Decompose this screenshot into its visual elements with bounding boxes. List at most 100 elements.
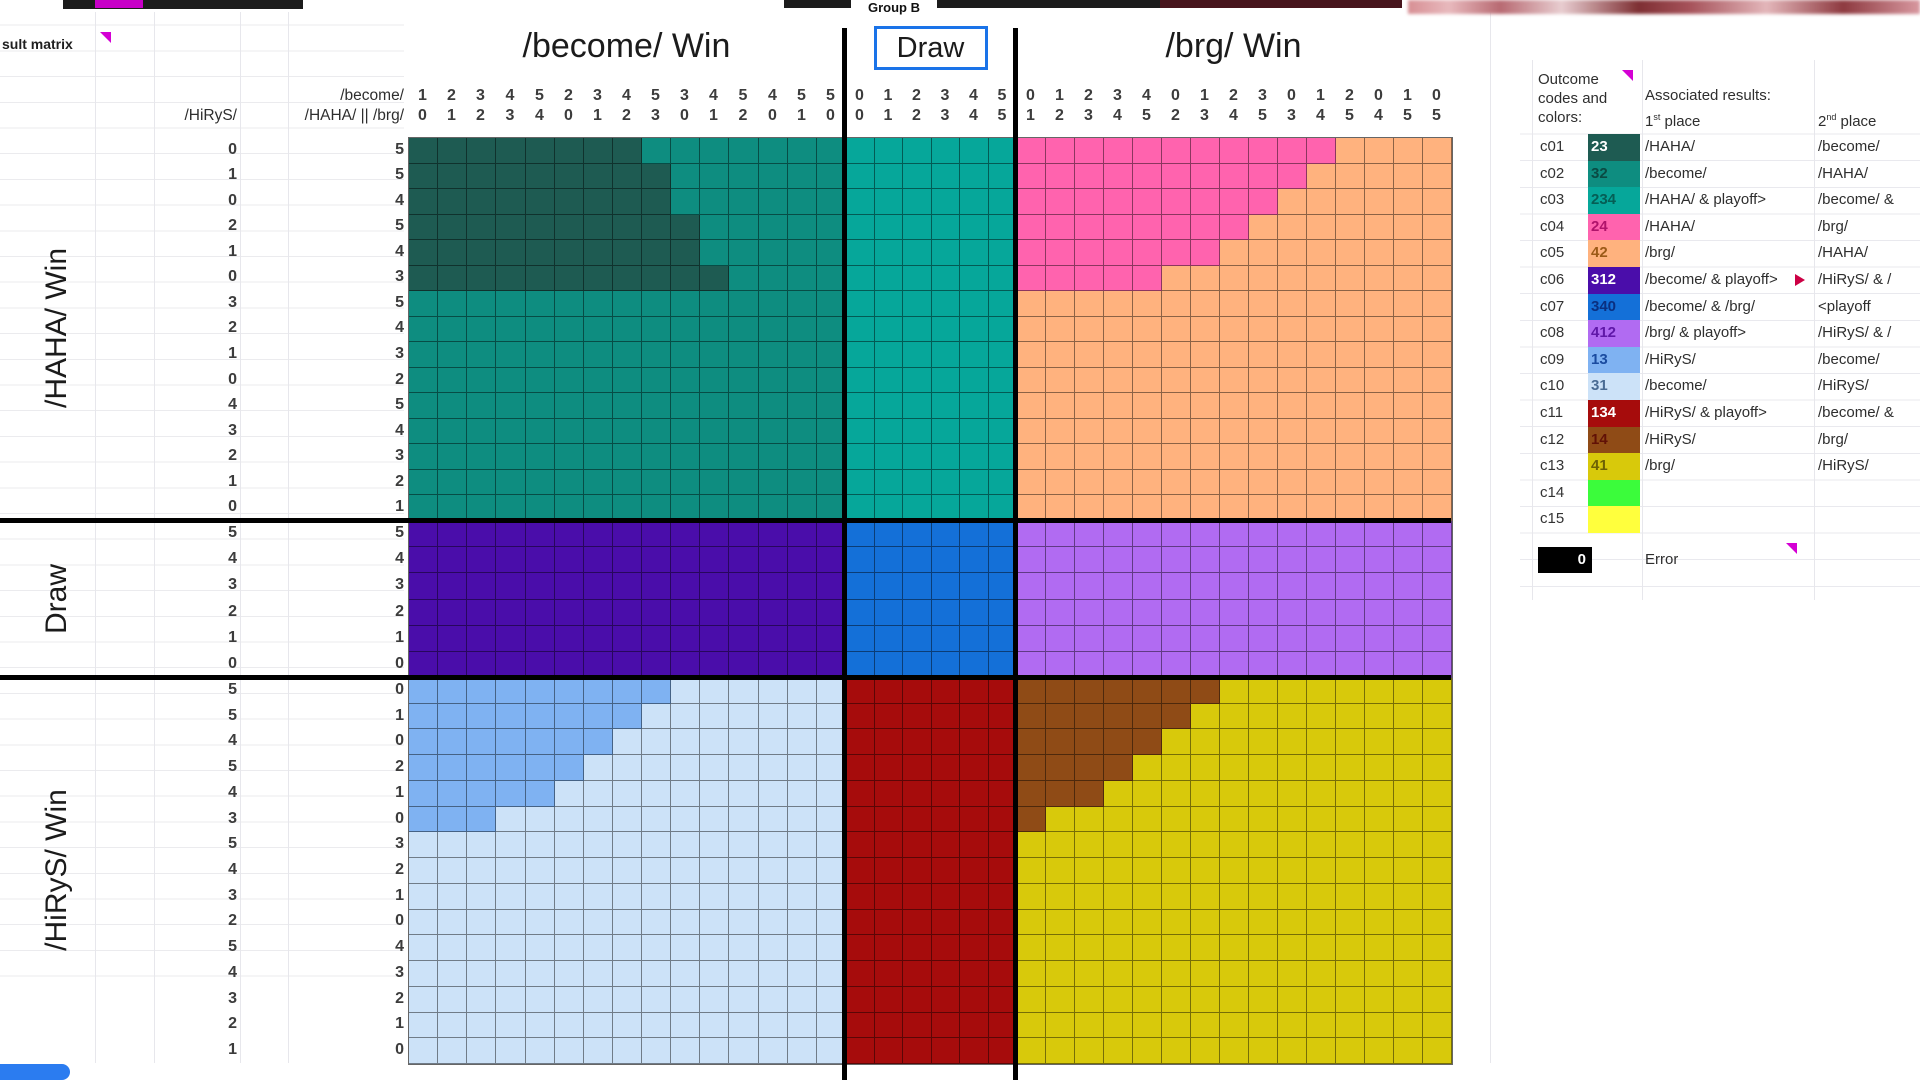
matrix-cell[interactable] (613, 164, 642, 189)
matrix-cell[interactable] (1104, 755, 1133, 781)
matrix-cell[interactable] (613, 1038, 642, 1064)
matrix-cell[interactable] (1162, 858, 1191, 884)
matrix-cell[interactable] (1249, 729, 1278, 755)
matrix-cell[interactable] (438, 444, 467, 470)
row-score-shared-cell[interactable]: 4 (395, 938, 404, 955)
matrix-cell[interactable] (496, 393, 526, 419)
matrix-cell[interactable] (1075, 781, 1104, 807)
matrix-cell[interactable] (1423, 910, 1452, 935)
matrix-cell[interactable] (932, 215, 960, 240)
matrix-cell[interactable] (496, 626, 526, 652)
col-score-bottom-cell[interactable]: 5 (1258, 107, 1267, 124)
matrix-cell[interactable] (1191, 240, 1220, 266)
col-score-top-cell[interactable]: 4 (1142, 87, 1151, 104)
matrix-cell[interactable] (1191, 342, 1220, 368)
legend-color-swatch[interactable]: 134 (1588, 400, 1640, 427)
matrix-cell[interactable] (1191, 1013, 1220, 1038)
matrix-cell[interactable] (1220, 573, 1249, 600)
matrix-cell[interactable] (1162, 884, 1191, 910)
matrix-cell[interactable] (729, 961, 759, 987)
matrix-cell[interactable] (932, 164, 960, 189)
matrix-cell[interactable] (555, 858, 584, 884)
matrix-cell[interactable] (1423, 1013, 1452, 1038)
matrix-cell[interactable] (409, 317, 438, 342)
matrix-cell[interactable] (1365, 393, 1394, 419)
matrix-cell[interactable] (671, 368, 700, 393)
matrix-cell[interactable] (1423, 470, 1452, 495)
matrix-cell[interactable] (1307, 910, 1336, 935)
matrix-cell[interactable] (875, 678, 903, 704)
matrix-cell[interactable] (700, 626, 729, 652)
matrix-cell[interactable] (1423, 240, 1452, 266)
matrix-cell[interactable] (613, 652, 642, 678)
matrix-cell[interactable] (1249, 884, 1278, 910)
matrix-cell[interactable] (1423, 935, 1452, 961)
matrix-cell[interactable] (467, 704, 496, 729)
matrix-cell[interactable] (584, 987, 613, 1013)
matrix-cell[interactable] (989, 291, 1017, 317)
matrix-cell[interactable] (671, 547, 700, 573)
matrix-cell[interactable] (409, 164, 438, 189)
col-score-bottom-cell[interactable]: 5 (1345, 107, 1354, 124)
matrix-cell[interactable] (613, 858, 642, 884)
matrix-cell[interactable] (1191, 884, 1220, 910)
matrix-cell[interactable] (671, 987, 700, 1013)
matrix-cell[interactable] (1249, 626, 1278, 652)
matrix-cell[interactable] (1249, 1038, 1278, 1064)
matrix-cell[interactable] (1249, 987, 1278, 1013)
matrix-cell[interactable] (409, 1013, 438, 1038)
matrix-cell[interactable] (875, 521, 903, 547)
matrix-cell[interactable] (700, 729, 729, 755)
matrix-cell[interactable] (1191, 266, 1220, 291)
matrix-cell[interactable] (526, 317, 555, 342)
matrix-cell[interactable] (1394, 573, 1423, 600)
matrix-cell[interactable] (1075, 987, 1104, 1013)
col-score-top-cell[interactable]: 5 (997, 87, 1007, 104)
matrix-cell[interactable] (467, 987, 496, 1013)
matrix-cell[interactable] (932, 600, 960, 626)
matrix-cell[interactable] (1162, 600, 1191, 626)
matrix-cell[interactable] (584, 1013, 613, 1038)
matrix-cell[interactable] (1075, 573, 1104, 600)
matrix-cell[interactable] (875, 573, 903, 600)
matrix-cell[interactable] (642, 393, 671, 419)
matrix-cell[interactable] (1423, 755, 1452, 781)
matrix-cell[interactable] (1365, 935, 1394, 961)
matrix-cell[interactable] (671, 521, 700, 547)
matrix-cell[interactable] (613, 138, 642, 164)
matrix-cell[interactable] (584, 832, 613, 858)
row-score-shared-cell[interactable]: 4 (395, 192, 404, 209)
matrix-cell[interactable] (496, 678, 526, 704)
matrix-cell[interactable] (700, 164, 729, 189)
matrix-cell[interactable] (788, 910, 817, 935)
matrix-cell[interactable] (700, 755, 729, 781)
matrix-cell[interactable] (1249, 215, 1278, 240)
matrix-cell[interactable] (759, 704, 788, 729)
matrix-cell[interactable] (1017, 600, 1046, 626)
matrix-cell[interactable] (1017, 678, 1046, 704)
matrix-cell[interactable] (526, 138, 555, 164)
matrix-cell[interactable] (555, 573, 584, 600)
matrix-cell[interactable] (555, 755, 584, 781)
matrix-cell[interactable] (932, 291, 960, 317)
matrix-cell[interactable] (1133, 755, 1162, 781)
matrix-cell[interactable] (1365, 626, 1394, 652)
matrix-cell[interactable] (671, 444, 700, 470)
col-score-top-cell[interactable]: 4 (969, 87, 978, 104)
matrix-cell[interactable] (1046, 884, 1075, 910)
matrix-cell[interactable] (1336, 444, 1365, 470)
matrix-cell[interactable] (1336, 521, 1365, 547)
matrix-cell[interactable] (817, 1038, 846, 1064)
matrix-cell[interactable] (1336, 858, 1365, 884)
matrix-cell[interactable] (759, 1013, 788, 1038)
matrix-cell[interactable] (1220, 961, 1249, 987)
matrix-cell[interactable] (555, 987, 584, 1013)
matrix-cell[interactable] (1220, 987, 1249, 1013)
matrix-cell[interactable] (467, 164, 496, 189)
matrix-cell[interactable] (496, 164, 526, 189)
matrix-cell[interactable] (526, 729, 555, 755)
matrix-cell[interactable] (467, 1038, 496, 1064)
matrix-cell[interactable] (671, 704, 700, 729)
matrix-cell[interactable] (526, 419, 555, 444)
legend-second-place-value[interactable]: /HiRyS/ & / (1818, 324, 1892, 341)
